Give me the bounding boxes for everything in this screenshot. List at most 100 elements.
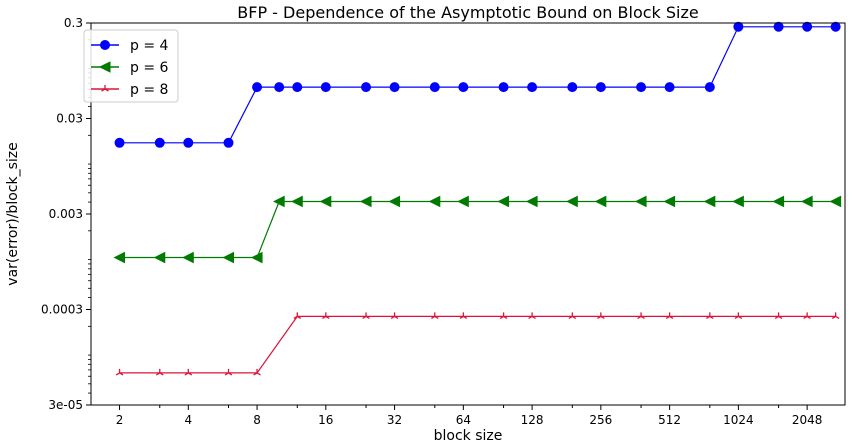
x-tick-label: 1024	[723, 413, 754, 427]
x-axis: 2 4 8 16 32 64 128 256 512 1024 2048	[116, 405, 823, 427]
series-3-marker	[499, 312, 508, 319]
x-tick-label: 16	[318, 413, 333, 427]
x-tick-label: 4	[184, 413, 192, 427]
series-2-marker	[291, 195, 303, 208]
series-1-marker	[704, 82, 715, 93]
series-3-marker	[734, 312, 743, 319]
series-2-marker	[319, 195, 332, 208]
series-2-marker	[388, 195, 401, 208]
series-1-marker	[429, 82, 440, 93]
x-tick-label: 8	[253, 413, 261, 427]
series-2-line	[119, 200, 836, 259]
series-1-marker	[830, 21, 841, 32]
series-2-marker	[113, 251, 126, 264]
series-3	[115, 312, 840, 376]
series-1-marker	[361, 82, 372, 93]
series-1	[114, 21, 841, 148]
x-tick-label: 2	[116, 413, 124, 427]
series-2-marker	[829, 195, 842, 208]
series-3-marker	[390, 312, 399, 319]
series-1-line	[119, 26, 836, 144]
series-2-marker	[182, 251, 194, 264]
y-tick-label: 3e-05	[48, 398, 83, 412]
series-2-marker	[250, 251, 263, 264]
series-1-marker	[664, 82, 675, 93]
series-2-marker	[703, 195, 716, 208]
series-2-marker	[634, 195, 647, 208]
series-3-marker	[459, 312, 468, 319]
legend-entry-3-marker	[101, 85, 109, 92]
series-1-marker	[252, 82, 263, 93]
series-1-marker	[292, 82, 303, 93]
series-3-marker	[224, 368, 233, 376]
y-tick-label: 0.03	[56, 112, 83, 126]
series-1-marker	[114, 137, 125, 148]
legend-entry-3: p = 8	[91, 82, 168, 98]
series-2-marker	[566, 195, 578, 208]
x-tick-label: 128	[521, 413, 544, 427]
series-1-marker	[320, 82, 331, 93]
series-1-marker	[567, 82, 578, 93]
series-layer	[113, 21, 842, 376]
legend-entry-1: p = 4	[91, 38, 169, 54]
series-3-marker	[831, 312, 840, 319]
series-3-marker	[322, 312, 330, 319]
series-2-marker	[594, 195, 607, 208]
series-1-marker	[154, 137, 165, 148]
legend-entry-1-label: p = 4	[130, 38, 169, 54]
x-tick-label: 512	[658, 413, 681, 427]
series-2-marker	[428, 195, 441, 208]
x-tick-label: 256	[589, 413, 612, 427]
plot-frame	[90, 22, 846, 406]
legend-entry-2-marker	[98, 61, 111, 73]
chart-title: BFP - Dependence of the Asymptotic Bound…	[237, 3, 698, 22]
series-3-marker	[568, 312, 577, 319]
x-tick-label: 32	[387, 413, 402, 427]
series-3-marker	[115, 368, 124, 376]
series-1-marker	[223, 137, 234, 148]
y-axis: 3e-05 0.0003 0.003 0.03 0.3	[41, 16, 91, 412]
series-2-marker	[457, 195, 469, 208]
series-3-marker	[430, 312, 439, 319]
legend-entry-3-label: p = 8	[130, 82, 168, 98]
series-3-marker	[155, 368, 164, 376]
series-3-marker	[637, 312, 645, 319]
series-1-marker	[595, 82, 606, 93]
y-axis-label: var(error)/block_size	[5, 142, 21, 285]
y-tick-label: 0.0003	[41, 303, 83, 317]
series-3-marker	[706, 312, 714, 319]
series-2-marker	[153, 251, 166, 264]
series-1-marker	[498, 82, 509, 93]
series-3-marker	[528, 312, 536, 319]
series-2-marker	[359, 195, 372, 208]
legend-entry-2-label: p = 6	[130, 60, 169, 76]
series-1-marker	[389, 82, 400, 93]
series-1-marker	[733, 21, 744, 32]
series-3-line	[119, 315, 836, 374]
series-1-marker	[636, 82, 647, 93]
series-2-marker	[222, 251, 235, 264]
legend-entry-2: p = 6	[91, 60, 169, 76]
series-2-marker	[497, 195, 510, 208]
series-2-marker	[772, 195, 785, 208]
series-3-marker	[293, 312, 302, 319]
x-tick-label: 2048	[792, 413, 823, 427]
series-1-marker	[802, 21, 813, 32]
legend: p = 4 p = 6 p = 8	[83, 29, 179, 103]
legend-entry-1-marker	[100, 40, 110, 50]
y-tick-label: 0.3	[64, 16, 83, 30]
series-3-marker	[803, 312, 811, 319]
series-2-marker	[732, 195, 744, 208]
series-3-marker	[362, 312, 370, 319]
series-1-marker	[527, 82, 538, 93]
series-2-marker	[525, 195, 538, 208]
series-1-marker	[458, 82, 469, 93]
series-3-marker	[597, 312, 605, 319]
series-3-marker	[184, 368, 193, 376]
series-3-marker	[774, 312, 783, 319]
x-axis-label: block size	[434, 428, 503, 443]
series-2	[113, 195, 842, 264]
series-2-marker	[801, 195, 813, 208]
series-1-marker	[274, 82, 285, 93]
